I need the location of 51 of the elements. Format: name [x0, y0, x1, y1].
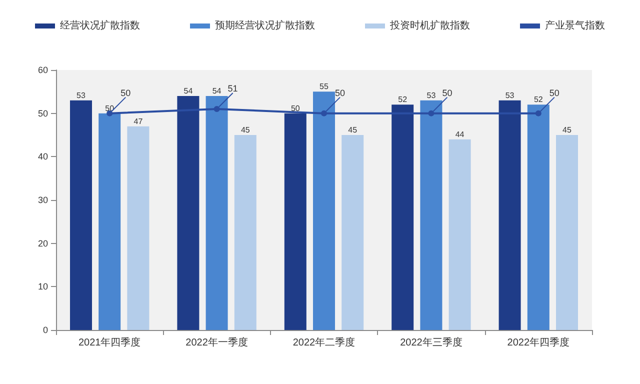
y-tick-label: 10	[38, 282, 48, 292]
data-label: 55	[320, 82, 329, 92]
bar	[98, 113, 121, 330]
data-label: 45	[562, 126, 572, 134]
bar	[392, 104, 414, 330]
x-tick-label: 2022年二季度	[292, 336, 356, 348]
data-label: 53	[505, 90, 515, 100]
y-tick-label: 0	[42, 325, 48, 335]
data-label: 54	[184, 86, 194, 96]
legend-label: 产业景气指数	[545, 20, 605, 32]
bar	[342, 135, 364, 330]
legend-label: 投资时机扩散指数	[389, 20, 470, 32]
bar	[527, 104, 550, 330]
data-label: 50	[442, 88, 452, 98]
data-label: 47	[134, 116, 144, 126]
data-label: 54	[212, 86, 222, 96]
bar	[234, 135, 256, 330]
data-label: 50	[120, 88, 131, 98]
data-label: 50	[105, 104, 115, 113]
bar	[498, 100, 521, 330]
data-label: 50	[549, 88, 560, 98]
y-tick-label: 50	[38, 108, 48, 118]
data-label: 50	[290, 104, 300, 113]
legend-label: 预期经营状况扩散指数	[215, 20, 315, 32]
x-tick-label: 2022年一季度	[186, 336, 248, 348]
data-label: 44	[455, 130, 465, 139]
data-label: 45	[348, 126, 358, 134]
x-tick-label: 2022年三季度	[400, 336, 462, 348]
data-label: 51	[228, 84, 238, 94]
bar	[448, 139, 471, 330]
y-tick-label: 40	[38, 152, 48, 162]
x-tick-label: 2021年四季度	[78, 336, 141, 348]
data-label: 52	[398, 95, 408, 104]
legend-label: 经营状况扩散指数	[60, 20, 140, 32]
data-label: 50	[335, 88, 346, 98]
data-label: 52	[534, 95, 544, 104]
bar	[420, 100, 442, 330]
data-label: 45	[240, 126, 250, 134]
bar	[177, 96, 200, 330]
y-tick-label: 30	[38, 195, 48, 205]
bar	[206, 96, 228, 330]
bar	[127, 126, 150, 330]
y-tick-label: 60	[38, 65, 48, 75]
data-label: 53	[76, 90, 86, 100]
y-tick-label: 20	[38, 238, 48, 248]
data-label: 53	[426, 90, 436, 100]
bar	[313, 92, 335, 330]
bar	[284, 113, 306, 330]
x-tick-label: 2022年四季度	[507, 336, 570, 348]
bar	[556, 135, 578, 330]
bar	[70, 100, 92, 330]
